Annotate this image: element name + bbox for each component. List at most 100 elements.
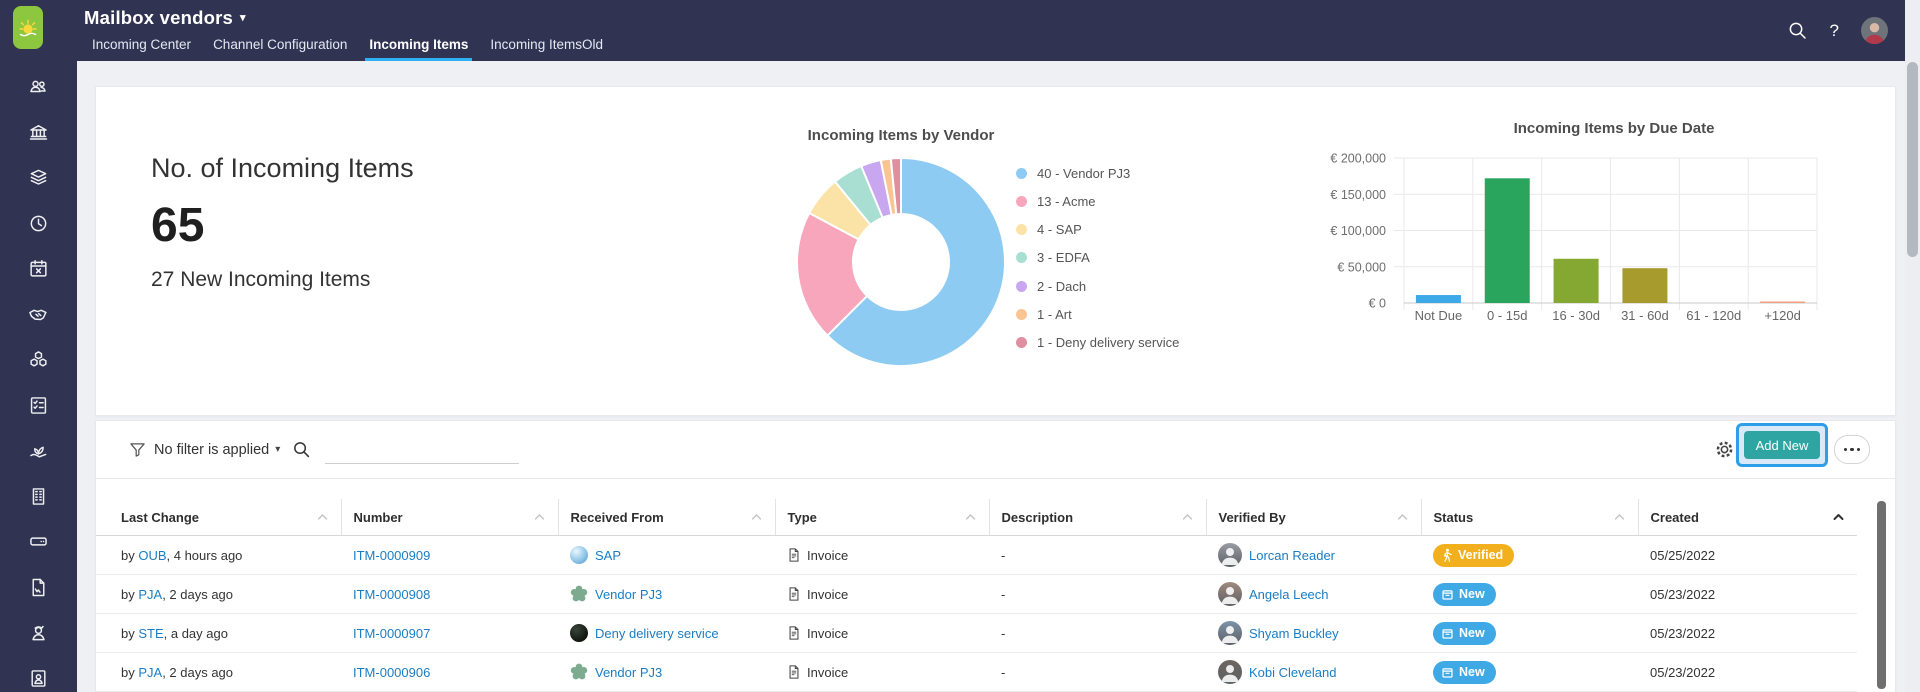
sidebar-item-document[interactable] [0, 565, 77, 611]
legend-dot [1016, 224, 1027, 236]
sort-chevron-up-icon[interactable] [1181, 513, 1194, 522]
verified-by-link[interactable]: Kobi Cleveland [1249, 664, 1337, 680]
layers-icon [30, 169, 47, 185]
sidebar-item-people[interactable] [0, 64, 77, 110]
employee-icon [32, 626, 45, 641]
settings-gear-icon[interactable] [1714, 439, 1735, 460]
user-avatar[interactable] [1861, 17, 1888, 44]
status-badge: New [1433, 621, 1496, 645]
legend-item: 2 - Dach [1016, 278, 1179, 294]
vendor-link[interactable]: SAP [595, 547, 622, 563]
vendor-link[interactable]: Deny delivery service [595, 625, 719, 641]
bank-icon [29, 124, 48, 140]
table-row[interactable]: by PJA, 2 days ago ITM-0000906 Vendor PJ3 I… [96, 652, 1857, 692]
person-avatar [1221, 665, 1239, 682]
user-link[interactable]: OUB [138, 547, 167, 563]
table-row[interactable]: by OUB, 4 hours ago ITM-0000909 SAP Invoice… [96, 535, 1857, 575]
tab-channel-configuration[interactable]: Channel Configuration [213, 37, 348, 52]
avatar [1218, 543, 1242, 567]
sort-chevron-up-icon[interactable] [1832, 513, 1845, 522]
tab-incoming-items[interactable]: Incoming Items [365, 28, 473, 61]
user-link[interactable]: PJA [138, 664, 163, 680]
search-icon[interactable] [1787, 20, 1808, 41]
verified-by-link[interactable]: Angela Leech [1249, 586, 1329, 602]
column-header-created[interactable]: Created [1638, 499, 1857, 536]
cell-created: 05/23/2022 [1638, 613, 1857, 653]
verified-by-link[interactable]: Shyam Buckley [1249, 625, 1339, 641]
column-header-type[interactable]: Type [775, 499, 990, 536]
sidebar-item-sprout[interactable] [0, 428, 77, 474]
invoice-document-icon [789, 665, 799, 679]
sidebar-item-address-book[interactable] [0, 656, 77, 692]
user-link[interactable]: PJA [138, 586, 163, 602]
tab-incoming-center[interactable]: Incoming Center [92, 37, 192, 52]
document-icon [32, 578, 45, 596]
sidebar-item-bank[interactable] [0, 110, 77, 156]
column-header-number[interactable]: Number [341, 499, 559, 536]
workspace-title[interactable]: Mailbox vendors ▾ [84, 4, 246, 31]
add-new-button[interactable]: Add New [1744, 431, 1820, 459]
sidebar-item-cubes[interactable] [0, 337, 77, 383]
cell-description: - [989, 613, 1206, 653]
search-icon[interactable] [292, 440, 311, 459]
svg-text:16 - 30d: 16 - 30d [1552, 308, 1600, 323]
cell-created: 05/25/2022 [1638, 535, 1857, 575]
top-bar [0, 0, 1920, 61]
tab-incoming-itemsold[interactable]: Incoming ItemsOld [490, 37, 603, 52]
record-link[interactable]: ITM-0000907 [353, 625, 431, 641]
column-header-label: Status [1433, 509, 1474, 525]
filter-funnel-icon[interactable] [129, 441, 146, 458]
sidebar-item-layers[interactable] [0, 155, 77, 201]
app-logo[interactable] [13, 6, 43, 49]
invoice-document-icon [789, 587, 799, 601]
cell-number: ITM-0000908 [341, 574, 558, 614]
verified-by-link[interactable]: Lorcan Reader [1249, 547, 1335, 563]
legend-label: 2 - Dach [1037, 278, 1087, 294]
sort-chevron-up-icon[interactable] [964, 513, 977, 522]
svg-text:61 - 120d: 61 - 120d [1686, 308, 1741, 323]
building-icon [32, 487, 45, 505]
more-actions-button[interactable] [1834, 435, 1870, 464]
sidebar-item-clock[interactable] [0, 201, 77, 247]
sidebar-item-checklist[interactable] [0, 383, 77, 429]
help-icon[interactable]: ? [1829, 20, 1839, 40]
sort-chevron-up-icon[interactable] [316, 513, 329, 522]
user-link[interactable]: STE [138, 625, 164, 641]
column-header-last-change[interactable]: Last Change [96, 499, 342, 536]
search-input[interactable] [325, 435, 520, 464]
clover-logo [570, 585, 588, 602]
window-scrollbar-thumb[interactable] [1907, 62, 1918, 257]
legend-label: 1 - Art [1037, 306, 1072, 322]
main-content: No. of Incoming Items 65 27 New Incoming… [77, 61, 1905, 692]
vendor-link[interactable]: Vendor PJ3 [595, 586, 663, 602]
table-row[interactable]: by STE, a day ago ITM-0000907 Deny deliver… [96, 613, 1857, 653]
sort-chevron-up-icon[interactable] [1613, 513, 1626, 522]
sidebar-item-building[interactable] [0, 474, 77, 520]
filter-status-label[interactable]: No filter is applied [154, 441, 270, 458]
sidebar-item-storage[interactable] [0, 519, 77, 565]
avatar [1218, 621, 1242, 645]
legend-item: 4 - SAP [1016, 222, 1179, 237]
incoming-items-metric: No. of Incoming Items 65 27 New Incoming… [151, 153, 414, 292]
sort-chevron-up-icon[interactable] [533, 513, 546, 522]
column-header-status[interactable]: Status [1421, 499, 1639, 536]
legend-dot [1016, 308, 1027, 320]
sidebar-item-handshake[interactable] [0, 292, 77, 338]
column-header-description[interactable]: Description [989, 499, 1207, 536]
legend-item: 3 - EDFA [1016, 250, 1179, 265]
sort-chevron-up-icon[interactable] [1396, 513, 1409, 522]
record-link[interactable]: ITM-0000909 [353, 547, 431, 563]
record-link[interactable]: ITM-0000906 [353, 664, 431, 680]
record-link[interactable]: ITM-0000908 [353, 586, 431, 602]
grid-scrollbar-thumb[interactable] [1877, 501, 1886, 689]
sidebar-item-calendar[interactable] [0, 246, 77, 292]
window-scrollbar[interactable] [1905, 0, 1920, 692]
vendor-link[interactable]: Vendor PJ3 [595, 664, 663, 680]
cubes-icon [30, 351, 47, 367]
vendor-chart-title: Incoming Items by Vendor [807, 127, 995, 144]
column-header-received-from[interactable]: Received From [558, 499, 776, 536]
table-row[interactable]: by PJA, 2 days ago ITM-0000908 Vendor PJ3 I… [96, 574, 1857, 614]
sort-chevron-up-icon[interactable] [750, 513, 763, 522]
column-header-verified-by[interactable]: Verified By [1206, 499, 1422, 536]
sidebar-item-employee[interactable] [0, 610, 77, 656]
